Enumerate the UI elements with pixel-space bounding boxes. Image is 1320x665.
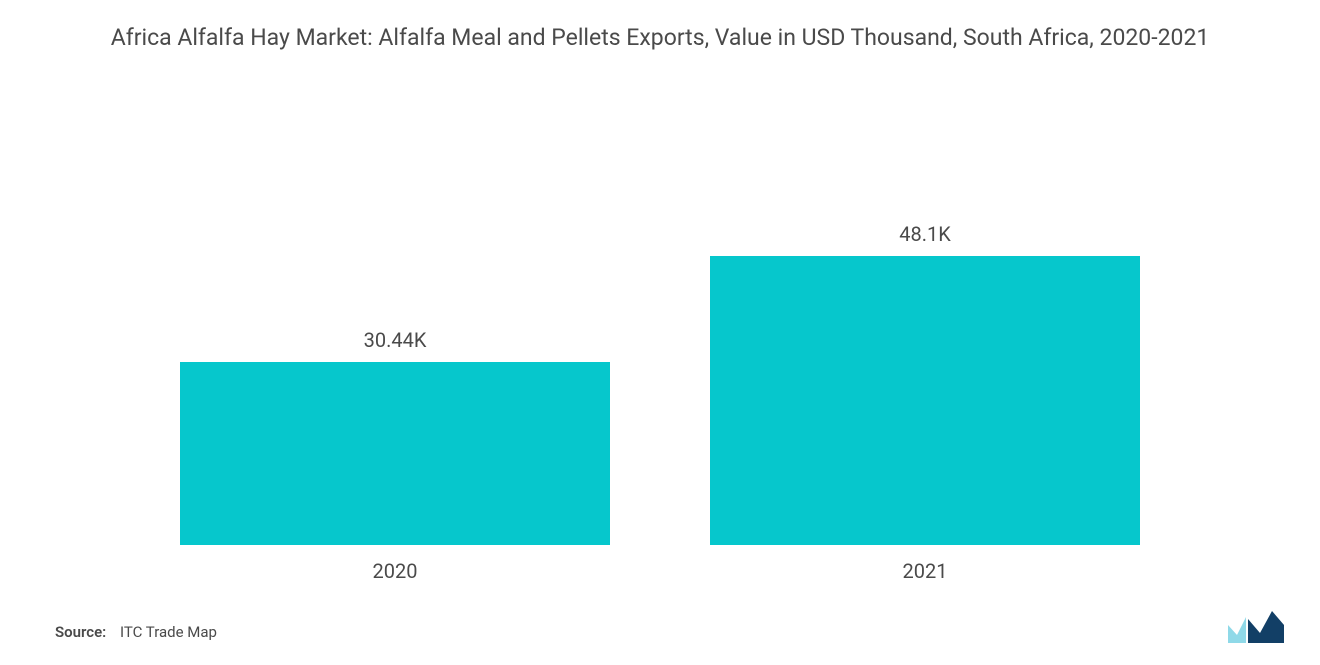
logo-mountain-right — [1248, 611, 1284, 643]
chart-title: Africa Alfalfa Hay Market: Alfalfa Meal … — [0, 0, 1320, 53]
source-label: Source: — [55, 623, 106, 641]
bar-value-label-1: 48.1K — [899, 222, 951, 246]
source-line: Source: ITC Trade Map — [55, 623, 217, 641]
bar-category-label-1: 2021 — [903, 559, 948, 583]
chart-container: Africa Alfalfa Hay Market: Alfalfa Meal … — [0, 0, 1320, 665]
plot-area: 30.44K 2020 48.1K 2021 — [130, 150, 1190, 545]
brand-logo-icon — [1228, 611, 1284, 643]
bar-1 — [710, 256, 1140, 545]
bar-category-label-0: 2020 — [373, 559, 418, 583]
bar-value-label-0: 30.44K — [364, 328, 427, 352]
bar-group-1: 48.1K 2021 — [660, 150, 1190, 545]
bar-0 — [180, 362, 610, 545]
logo-mountain-left — [1228, 617, 1246, 643]
source-value: ITC Trade Map — [120, 623, 217, 641]
bar-group-0: 30.44K 2020 — [130, 150, 660, 545]
